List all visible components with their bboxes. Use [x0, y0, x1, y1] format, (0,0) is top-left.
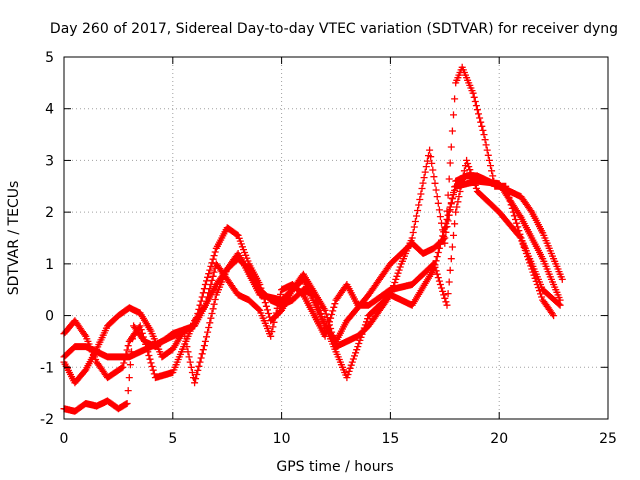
y-tick-label: -1 [40, 360, 54, 376]
plus-markers [60, 156, 558, 382]
x-tick-label: 5 [168, 431, 177, 447]
x-tick-label: 20 [490, 431, 508, 447]
y-tick-label: 5 [45, 50, 54, 66]
x-tick-label: 15 [381, 431, 399, 447]
series-trace-3 [60, 156, 558, 382]
y-tick-label: -2 [40, 412, 54, 428]
plot-frame [63, 56, 609, 420]
y-tick-label: 0 [45, 309, 54, 325]
x-tick-label: 25 [599, 431, 617, 447]
x-tick-label: 10 [273, 431, 291, 447]
x-tick-label: 0 [60, 431, 69, 447]
x-axis-label: GPS time / hours [276, 459, 393, 475]
y-axis-label: SDTVAR / TECUs [6, 181, 22, 296]
axis-ticks: 0 5 10 15 20 25 -2 -1 0 1 2 3 4 5 [40, 50, 617, 447]
data-points [60, 63, 566, 415]
y-tick-label: 1 [45, 257, 54, 273]
chart-title: Day 260 of 2017, Sidereal Day-to-day VTE… [50, 21, 618, 37]
grid-lines [64, 57, 608, 419]
y-tick-label: 2 [45, 205, 54, 221]
y-tick-label: 4 [45, 102, 54, 118]
y-tick-label: 3 [45, 153, 54, 169]
